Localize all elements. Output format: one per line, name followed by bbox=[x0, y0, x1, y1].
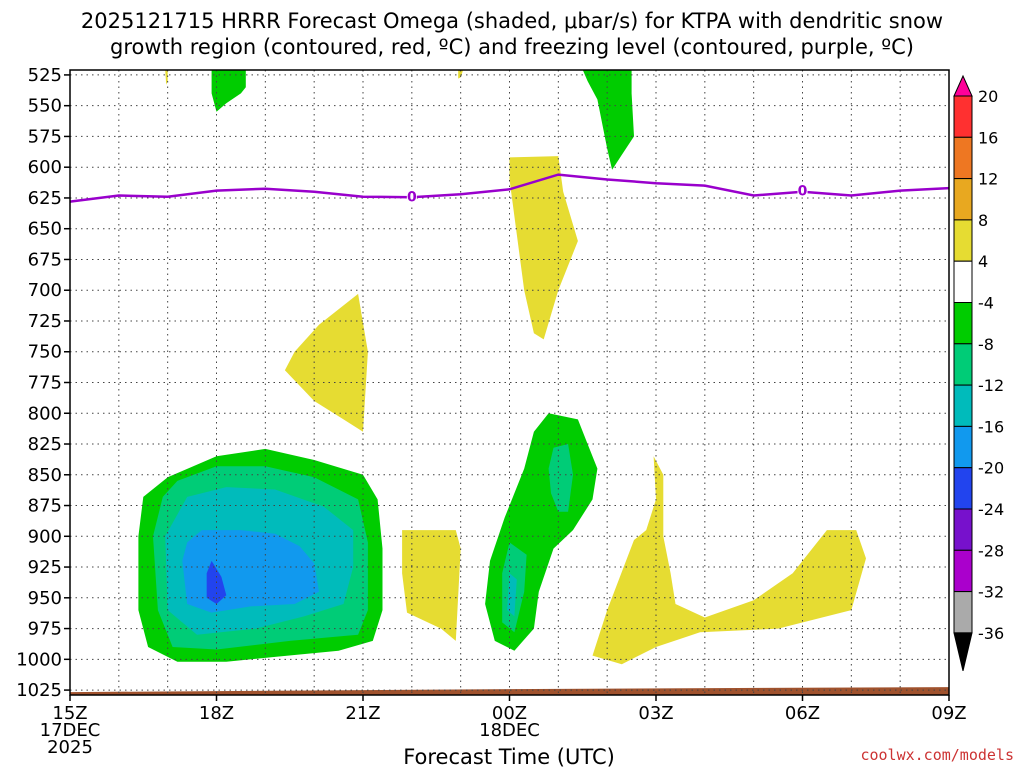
title-line-1: 2025121715 HRRR Forecast Omega (shaded, … bbox=[81, 9, 943, 33]
omega-region-green2-15 bbox=[548, 444, 573, 512]
omega-region-yellow-2 bbox=[165, 70, 168, 85]
y-tick-label-775: 775 bbox=[28, 373, 62, 394]
x-tick-label-18-0: 09Z bbox=[931, 703, 966, 724]
y-tick-label-850: 850 bbox=[28, 465, 62, 486]
colorbar-segment-11 bbox=[953, 508, 973, 551]
colorbar-segment-6 bbox=[953, 302, 973, 345]
colorbar-top-arrow bbox=[953, 74, 973, 97]
colorbar-segment-7 bbox=[953, 343, 973, 386]
y-tick-label-725: 725 bbox=[28, 311, 62, 332]
x-tick-label-6-0: 21Z bbox=[345, 703, 380, 724]
colorbar-segment-13 bbox=[953, 591, 973, 634]
colorbar-segment-1 bbox=[953, 95, 973, 138]
colorbar-bottom-arrow bbox=[953, 632, 973, 672]
x-tick-label-3-0: 18Z bbox=[199, 703, 234, 724]
y-tick-label-925: 925 bbox=[28, 557, 62, 578]
y-tick-label-875: 875 bbox=[28, 496, 62, 517]
colorbar-label-4: 4 bbox=[978, 252, 988, 271]
title-line-2: growth region (contoured, red, ºC) and f… bbox=[110, 35, 914, 59]
y-tick-label-675: 675 bbox=[28, 249, 62, 270]
y-tick-label-650: 650 bbox=[28, 219, 62, 240]
x-tick-label-0-0: 15Z bbox=[52, 703, 87, 724]
colorbar-segment-3 bbox=[953, 178, 973, 221]
colorbar-segment-8 bbox=[953, 384, 973, 427]
omega-region-yellow-3 bbox=[458, 70, 464, 79]
x-tick-label-15-0: 06Z bbox=[785, 703, 820, 724]
freezing-label-bg-0 bbox=[406, 188, 417, 204]
freezing-label-1: 0 bbox=[798, 184, 808, 200]
colorbar-label-12: -32 bbox=[978, 583, 1004, 602]
colorbar-segment-10 bbox=[953, 467, 973, 510]
y-tick-label-900: 900 bbox=[28, 526, 62, 547]
y-tick-label-1025: 1025 bbox=[16, 680, 62, 701]
colorbar-segment-9 bbox=[953, 425, 973, 469]
colorbar-label-6: -8 bbox=[978, 335, 994, 354]
x-tick-label-0-2: 2025 bbox=[47, 737, 93, 758]
y-tick-label-950: 950 bbox=[28, 588, 62, 609]
y-tick-label-600: 600 bbox=[28, 157, 62, 178]
omega-region-teal-16 bbox=[507, 573, 517, 617]
credit-text[interactable]: coolwx.com/models bbox=[860, 746, 1014, 764]
colorbar-segment-2 bbox=[953, 136, 973, 180]
colorbar-label-1: 16 bbox=[978, 128, 998, 147]
y-tick-label-525: 525 bbox=[28, 65, 62, 86]
omega-region-yellow-4 bbox=[509, 156, 578, 340]
colorbar-label-13: -36 bbox=[978, 624, 1004, 643]
colorbar: 20 16 12 8 4 -4 -8 -12 -16 -20 -24 -28 -32 -36 bbox=[953, 74, 1004, 672]
y-tick-label-1000: 1000 bbox=[16, 649, 62, 670]
y-tick-label-575: 575 bbox=[28, 126, 62, 147]
x-tick-label-0-1: 17DEC bbox=[40, 720, 101, 741]
colorbar-label-0: 20 bbox=[978, 87, 998, 106]
colorbar-label-8: -16 bbox=[978, 417, 1004, 436]
y-tick-label-700: 700 bbox=[28, 280, 62, 301]
colorbar-segment-5 bbox=[953, 260, 973, 304]
x-axis-label: Forecast Time (UTC) bbox=[403, 745, 615, 768]
ground-surface bbox=[70, 687, 949, 695]
y-tick-label-975: 975 bbox=[28, 619, 62, 640]
colorbar-segment-4 bbox=[953, 219, 973, 262]
freezing-label-0: 0 bbox=[407, 190, 417, 206]
y-tick-label-825: 825 bbox=[28, 434, 62, 455]
x-tick-label-9-1: 18DEC bbox=[479, 720, 540, 741]
y-tick-label-625: 625 bbox=[28, 188, 62, 209]
y-tick-label-550: 550 bbox=[28, 96, 62, 117]
chart-title: 2025121715 HRRR Forecast Omega (shaded, … bbox=[81, 9, 943, 59]
omega-region-green-13 bbox=[485, 413, 598, 651]
x-tick-label-9-0: 00Z bbox=[492, 703, 527, 724]
colorbar-label-5: -4 bbox=[978, 294, 994, 313]
colorbar-label-10: -24 bbox=[978, 500, 1004, 519]
omega-region-yellow-5 bbox=[284, 293, 368, 432]
y-axis-ticks: 525 550 575 600 625 650 675 700 725 750 775 800 825 8… bbox=[16, 65, 70, 701]
colorbar-label-9: -20 bbox=[978, 459, 1004, 478]
colorbar-label-2: 12 bbox=[978, 170, 998, 189]
y-tick-label-800: 800 bbox=[28, 403, 62, 424]
omega-region-yellow-7 bbox=[592, 456, 866, 665]
x-tick-label-12-0: 03Z bbox=[638, 703, 673, 724]
y-tick-label-750: 750 bbox=[28, 342, 62, 363]
omega-region-yellow-6 bbox=[402, 530, 461, 641]
colorbar-label-7: -12 bbox=[978, 376, 1004, 395]
colorbar-segment-12 bbox=[953, 549, 973, 593]
grid-lines bbox=[70, 70, 949, 695]
colorbar-label-3: 8 bbox=[978, 211, 988, 230]
freezing-label-bg-1 bbox=[797, 182, 808, 198]
colorbar-label-11: -28 bbox=[978, 541, 1004, 560]
omega-region-green-0 bbox=[211, 70, 246, 112]
omega-region-green-1 bbox=[582, 70, 634, 170]
